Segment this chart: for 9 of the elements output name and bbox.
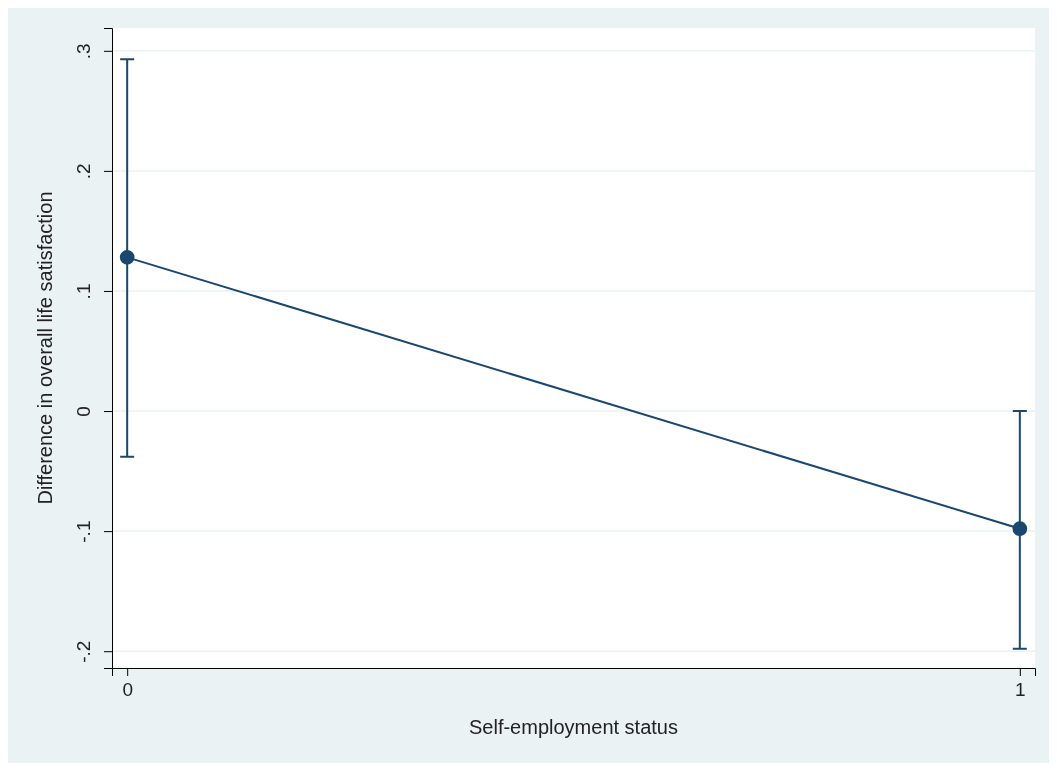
y-tick-label: .1 [73,283,94,300]
y-tick-label: .3 [73,43,94,60]
x-tick-label: 1 [1015,679,1026,701]
x-axis-title: Self-employment status [469,716,678,738]
y-tick-label: -.2 [73,640,94,663]
y-axis-title: Difference in overall life satisfaction [34,191,56,505]
y-tick-label: 0 [73,406,94,417]
y-tick-label: .2 [73,163,94,180]
y-tick-label: -.1 [73,520,94,543]
